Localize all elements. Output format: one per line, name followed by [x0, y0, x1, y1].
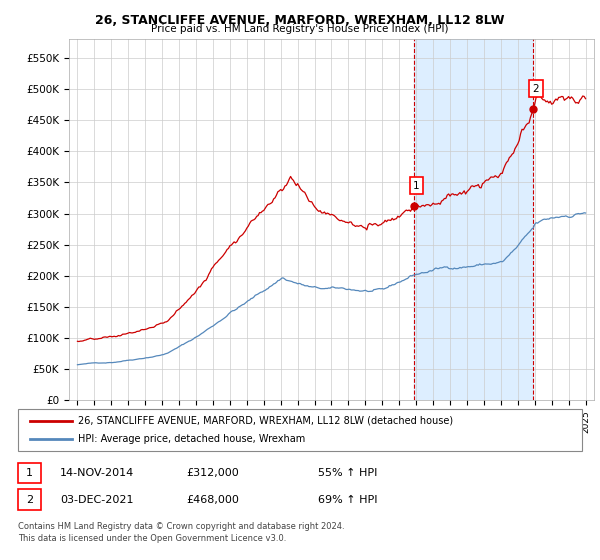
Text: £312,000: £312,000	[186, 468, 239, 478]
Text: This data is licensed under the Open Government Licence v3.0.: This data is licensed under the Open Gov…	[18, 534, 286, 543]
Text: 26, STANCLIFFE AVENUE, MARFORD, WREXHAM, LL12 8LW (detached house): 26, STANCLIFFE AVENUE, MARFORD, WREXHAM,…	[78, 416, 453, 426]
Bar	[414, 39, 533, 400]
Text: 55% ↑ HPI: 55% ↑ HPI	[318, 468, 377, 478]
Text: 1: 1	[413, 181, 420, 190]
Text: 26, STANCLIFFE AVENUE, MARFORD, WREXHAM, LL12 8LW: 26, STANCLIFFE AVENUE, MARFORD, WREXHAM,…	[95, 14, 505, 27]
Text: Price paid vs. HM Land Registry's House Price Index (HPI): Price paid vs. HM Land Registry's House …	[151, 24, 449, 34]
Text: 03-DEC-2021: 03-DEC-2021	[60, 494, 133, 505]
Text: 2: 2	[533, 83, 539, 94]
Text: 14-NOV-2014: 14-NOV-2014	[60, 468, 134, 478]
Text: 1: 1	[26, 468, 33, 478]
Text: HPI: Average price, detached house, Wrexham: HPI: Average price, detached house, Wrex…	[78, 434, 305, 444]
Text: Contains HM Land Registry data © Crown copyright and database right 2024.: Contains HM Land Registry data © Crown c…	[18, 522, 344, 531]
Text: 2: 2	[26, 494, 33, 505]
Text: 69% ↑ HPI: 69% ↑ HPI	[318, 494, 377, 505]
Text: £468,000: £468,000	[186, 494, 239, 505]
